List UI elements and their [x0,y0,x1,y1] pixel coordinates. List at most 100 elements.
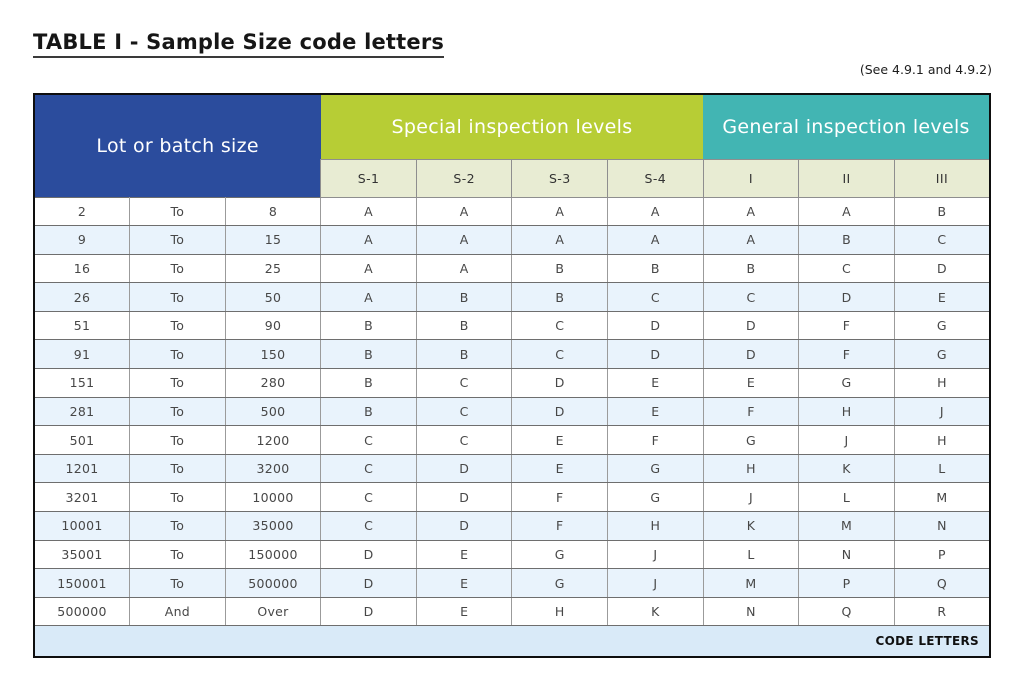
code-cell-iii: M [893,482,991,513]
code-cell-s1: B [320,396,417,427]
lot-connector-cell: To [129,453,226,484]
code-cell-s3: B [511,282,609,312]
code-cell-s4: K [607,596,704,627]
code-cell-ii: N [798,539,895,570]
code-cell-s1: A [320,282,417,312]
lot-from-cell: 501 [33,425,131,455]
code-cell-ii: P [798,568,895,598]
code-cell-iii: P [893,539,991,570]
code-cell-s3: E [511,425,609,455]
lot-connector-cell: To [129,482,226,513]
table-row: 501 To 1200 C C E F G J H [33,425,991,455]
lot-connector-cell: To [129,425,226,455]
code-cell-s1: A [320,196,417,227]
code-cell-i: F [702,396,800,427]
code-cell-ii: K [798,453,895,484]
code-cell-s3: E [511,453,609,484]
code-cell-iii: R [893,596,991,627]
code-cell-s3: C [511,339,609,370]
lot-connector-cell: To [129,568,226,598]
column-header-ii: II [798,158,895,198]
code-cell-s1: D [320,539,417,570]
lot-to-cell: 15 [224,225,322,255]
code-cell-s2: E [415,568,513,598]
code-cell-i: J [702,482,800,513]
code-cell-s2: C [415,425,513,455]
code-cell-iii: H [893,425,991,455]
code-cell-s3: B [511,253,609,284]
code-cell-i: N [702,596,800,627]
code-cell-s3: F [511,482,609,513]
sample-size-code-table: Lot or batch size Special inspection lev… [33,93,991,658]
lot-to-cell: 500 [224,396,322,427]
code-cell-s2: A [415,196,513,227]
lot-to-cell: 500000 [224,568,322,598]
code-cell-s4: H [607,511,704,541]
code-cell-s3: C [511,310,609,341]
code-cell-s4: A [607,225,704,255]
code-cell-iii: N [893,511,991,541]
code-cell-iii: Q [893,568,991,598]
lot-from-cell: 500000 [33,596,131,627]
code-cell-s2: C [415,396,513,427]
code-cell-s3: H [511,596,609,627]
code-cell-iii: G [893,310,991,341]
lot-from-cell: 3201 [33,482,131,513]
code-cell-i: L [702,539,800,570]
code-cell-i: D [702,339,800,370]
code-cell-iii: L [893,453,991,484]
table-row: 2 To 8 A A A A A A B [33,196,991,227]
code-cell-s1: C [320,482,417,513]
code-cell-s3: D [511,396,609,427]
code-cell-s4: C [607,282,704,312]
lot-from-cell: 51 [33,310,131,341]
code-cell-s4: J [607,539,704,570]
lot-connector-cell: To [129,396,226,427]
lot-connector-cell: To [129,539,226,570]
lot-from-cell: 151 [33,368,131,398]
code-cell-s1: A [320,225,417,255]
lot-from-cell: 1201 [33,453,131,484]
table-header: Lot or batch size Special inspection lev… [34,94,991,198]
column-header-s4: S-4 [607,158,704,198]
column-header-iii: III [893,158,991,198]
code-cell-i: G [702,425,800,455]
table-row: 26 To 50 A B B C C D E [33,282,991,312]
code-cell-s4: G [607,453,704,484]
page-title: TABLE I - Sample Size code letters [33,30,445,58]
code-table-body: 2 To 8 A A A A A A B 9 To 15 A A A A A B… [33,196,991,627]
lot-to-cell: 280 [224,368,322,398]
code-cell-s4: J [607,568,704,598]
lot-connector-cell: To [129,253,226,284]
code-cell-ii: F [798,339,895,370]
code-cell-s4: E [607,368,704,398]
code-cell-s4: E [607,396,704,427]
code-cell-i: E [702,368,800,398]
table-row: 150001 To 500000 D E G J M P Q [33,568,991,598]
code-cell-iii: B [893,196,991,227]
code-cell-iii: H [893,368,991,398]
lot-batch-size-header: Lot or batch size [34,94,321,197]
lot-to-cell: 10000 [224,482,322,513]
lot-to-cell: 35000 [224,511,322,541]
code-cell-s2: C [415,368,513,398]
lot-to-cell: 1200 [224,425,322,455]
lot-from-cell: 35001 [33,539,131,570]
code-cell-s1: B [320,368,417,398]
table-footer: CODE LETTERS [34,625,990,657]
table-row: 500000 And Over D E H K N Q R [33,596,991,627]
code-cell-s2: E [415,539,513,570]
code-cell-s1: A [320,253,417,284]
lot-connector-cell: And [129,596,226,627]
code-cell-s2: D [415,482,513,513]
code-cell-i: A [702,225,800,255]
table-row: 281 To 500 B C D E F H J [33,396,991,427]
code-cell-s2: A [415,253,513,284]
lot-to-cell: 25 [224,253,322,284]
code-cell-ii: Q [798,596,895,627]
lot-connector-cell: To [129,339,226,370]
lot-connector-cell: To [129,225,226,255]
table-row: 3201 To 10000 C D F G J L M [33,482,991,513]
footer-row: CODE LETTERS [34,625,990,657]
lot-connector-cell: To [129,196,226,227]
